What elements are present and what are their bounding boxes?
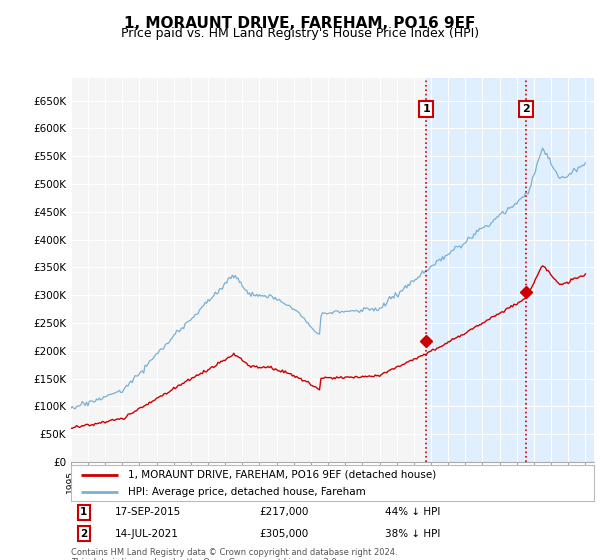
Text: £305,000: £305,000 xyxy=(259,529,308,539)
Text: 1, MORAUNT DRIVE, FAREHAM, PO16 9EF: 1, MORAUNT DRIVE, FAREHAM, PO16 9EF xyxy=(124,16,476,31)
Text: 44% ↓ HPI: 44% ↓ HPI xyxy=(385,507,440,517)
Text: 38% ↓ HPI: 38% ↓ HPI xyxy=(385,529,440,539)
Text: HPI: Average price, detached house, Fareham: HPI: Average price, detached house, Fare… xyxy=(128,487,366,497)
Text: 2: 2 xyxy=(522,104,530,114)
Bar xyxy=(426,78,526,462)
Text: Contains HM Land Registry data © Crown copyright and database right 2024.
This d: Contains HM Land Registry data © Crown c… xyxy=(71,548,397,560)
Text: 1: 1 xyxy=(80,507,88,517)
Text: 1: 1 xyxy=(422,104,430,114)
Text: 1, MORAUNT DRIVE, FAREHAM, PO16 9EF (detached house): 1, MORAUNT DRIVE, FAREHAM, PO16 9EF (det… xyxy=(128,470,437,480)
Text: Price paid vs. HM Land Registry's House Price Index (HPI): Price paid vs. HM Land Registry's House … xyxy=(121,27,479,40)
Text: 2: 2 xyxy=(80,529,88,539)
Bar xyxy=(526,78,594,462)
Text: £217,000: £217,000 xyxy=(259,507,308,517)
Text: 17-SEP-2015: 17-SEP-2015 xyxy=(115,507,182,517)
Text: 14-JUL-2021: 14-JUL-2021 xyxy=(115,529,179,539)
